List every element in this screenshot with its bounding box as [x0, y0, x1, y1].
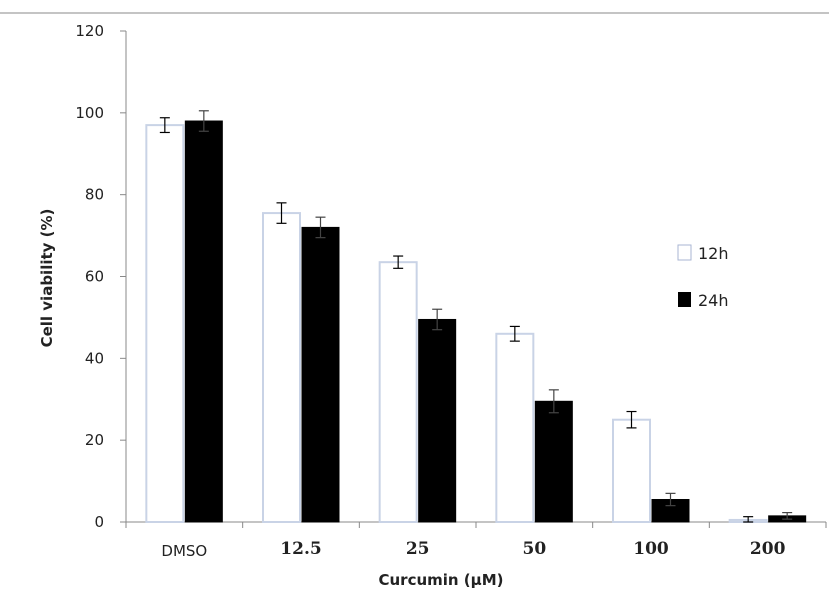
legend-swatch-12h [677, 244, 692, 261]
y-tick-label: 60 [85, 268, 104, 286]
category-label: 50 [522, 539, 546, 559]
y-tick-label: 120 [75, 22, 104, 40]
bar-12h-100 [612, 418, 651, 524]
bar-24h-25 [418, 318, 457, 523]
axes [120, 30, 827, 528]
y-tick-label: 20 [85, 431, 104, 449]
y-tick-label: 80 [85, 186, 104, 204]
bar-24h-DMSO [184, 120, 223, 523]
category-label: 12.5 [280, 539, 321, 559]
x-axis-title: Curcumin (μM) [378, 571, 503, 589]
y-tick-label: 0 [94, 513, 104, 531]
category-labels: DMSO 12.5 25 50 100 200 [161, 539, 785, 560]
bar-12h-DMSO [145, 124, 185, 523]
legend-label-24h: 24h [698, 291, 729, 310]
legend: 12h 24h [677, 244, 729, 310]
y-tick-label: 40 [85, 349, 104, 367]
legend-swatch-24h [678, 292, 691, 307]
error-bars [159, 110, 793, 523]
bar-12h-12.5 [262, 212, 301, 523]
category-label: 200 [750, 539, 786, 559]
y-tick-label: 100 [75, 104, 104, 122]
bars [145, 120, 807, 524]
y-axis-title: Cell viability (%) [38, 209, 56, 348]
category-label: 100 [633, 539, 669, 559]
bar-12h-25 [378, 261, 418, 523]
bar-24h-12.5 [301, 226, 340, 523]
tick-labels: 0 20 40 60 80 100 120 [75, 22, 104, 531]
category-label: 25 [406, 539, 430, 559]
bar-24h-50 [534, 400, 573, 523]
legend-label-12h: 12h [698, 244, 729, 263]
category-label: DMSO [161, 542, 207, 560]
bar-12h-50 [495, 332, 535, 523]
